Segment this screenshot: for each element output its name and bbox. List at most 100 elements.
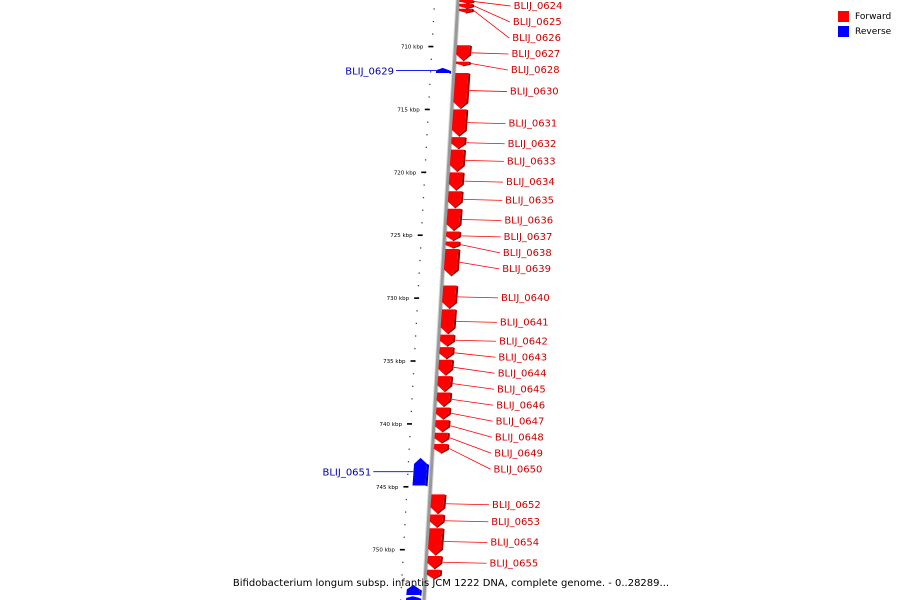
gene-shape — [459, 3, 473, 9]
gene-leader-line — [453, 366, 495, 374]
gene-label: BLIJ_0637 — [504, 232, 553, 243]
caption-text: Bifidobacterium longum subsp. infantis J… — [232, 578, 670, 589]
axis-minor-dot — [421, 222, 423, 224]
gene-shape — [435, 67, 450, 73]
gene-label: BLIJ_0655 — [489, 558, 538, 569]
gene-shape — [453, 72, 469, 109]
axis-minor-dot — [425, 146, 427, 148]
gene-forward — [438, 359, 455, 376]
gene-label: BLIJ_0642 — [499, 336, 548, 347]
axis-minor-dot — [412, 385, 414, 387]
gene-leader-line — [466, 142, 505, 145]
axis-tick-label: 725 kbp — [390, 233, 413, 239]
axis-minor-dot — [400, 586, 403, 589]
axis-minor-dot — [407, 461, 410, 463]
gene-forward — [439, 334, 456, 347]
axis-minor-dot — [432, 33, 434, 35]
gene-label: BLIJ_0654 — [490, 538, 539, 549]
gene-shape — [459, 0, 473, 4]
axis-tick-label: 750 kbp — [372, 548, 395, 554]
axis-minor-dot — [416, 310, 418, 312]
axis-tick-label: 720 kbp — [394, 170, 417, 176]
axis-minor-dot — [422, 196, 425, 199]
gene-label: BLIJ_0646 — [496, 400, 545, 411]
gene-leader-line — [456, 320, 497, 323]
gene-shape — [451, 137, 465, 149]
axis-tick-label: 715 kbp — [397, 107, 420, 113]
axis-minor-dot — [433, 8, 435, 10]
gene-leader-line — [451, 412, 493, 422]
axis-minor-dot — [402, 561, 404, 564]
gene-forward — [447, 191, 464, 209]
axis-minor-dot — [403, 536, 405, 538]
gene-shape — [406, 584, 420, 595]
gene-shape-edge — [436, 514, 446, 529]
gene-shape-edge — [442, 392, 453, 408]
gene-shape — [427, 555, 441, 569]
gene-forward — [430, 494, 447, 515]
gene-shape-edge — [448, 285, 459, 310]
gene-shape — [447, 191, 462, 208]
gene-leader-line — [474, 1, 511, 7]
axis-minor-dot — [407, 473, 409, 476]
gene-forward — [427, 555, 443, 570]
axis-minor-dot — [429, 83, 431, 86]
gene-shape — [438, 359, 453, 375]
gene-shape-edge — [462, 61, 472, 67]
axis-minor-dot — [415, 322, 417, 325]
axis-minor-dot — [418, 272, 420, 274]
axis-minor-dot — [408, 448, 410, 450]
axis-minor-dot — [432, 20, 435, 23]
gene-leader-line — [444, 520, 489, 523]
gene-label: BLIJ_0653 — [491, 517, 540, 528]
axis-minor-dot — [404, 511, 407, 513]
gene-shape — [433, 444, 448, 453]
gene-forward — [443, 249, 461, 277]
gene-shape — [455, 61, 470, 66]
gene-shape — [434, 432, 448, 443]
gene-label: BLIJ_0649 — [494, 448, 543, 459]
axis-tick-label: 735 kbp — [383, 359, 406, 365]
gene-shape-edge — [440, 444, 450, 454]
gene-label: BLIJ_0640 — [501, 293, 550, 304]
legend-item-reverse: Reverse — [838, 24, 891, 39]
gene-shape-edge — [450, 249, 461, 277]
axis-minor-dot — [414, 347, 416, 350]
axis-tick-label: 740 kbp — [380, 422, 403, 428]
legend-label-forward: Forward — [855, 11, 892, 22]
gene-labels: BLIJ_0624 BLIJ_0625 BLIJ_0626 BLIJ_0627 BLIJ… — [322, 1, 562, 569]
gene-reverse — [406, 596, 422, 600]
gene-shape-edge — [443, 376, 454, 393]
gene-shape-edge — [451, 241, 461, 249]
axis-minor-dot — [414, 335, 417, 337]
gene-shape-edge — [419, 589, 422, 596]
gene-leader-line — [445, 503, 490, 506]
gene-leader-line — [459, 261, 500, 270]
gene-forward — [437, 376, 454, 393]
gene-forward — [455, 61, 472, 67]
gene-label: BLIJ_0651 — [322, 468, 371, 479]
gene-forward — [456, 45, 472, 62]
gene-shape-edge — [465, 3, 475, 10]
gene-label: BLIJ_0630 — [510, 87, 559, 98]
gene-reverse — [406, 584, 422, 596]
gene-shape — [436, 392, 451, 407]
gene-leader-line — [457, 296, 498, 299]
gene-leader-line — [473, 5, 511, 23]
gene-leader-line — [460, 244, 500, 254]
gene-shape-edge — [452, 208, 463, 232]
gene-leader-line — [462, 219, 502, 221]
gene-forward — [453, 72, 471, 110]
gene-leader-line — [448, 448, 491, 470]
axis-minor-dot — [401, 574, 403, 576]
gene-forward — [433, 444, 450, 454]
gene-shape-edge — [452, 231, 462, 242]
axis-minor-dot — [424, 159, 427, 161]
legend-label-reverse: Reverse — [855, 26, 892, 37]
gene-shape — [458, 8, 473, 13]
gene-shape-edge — [456, 149, 467, 173]
gene-shape-edge — [446, 334, 456, 347]
gene-forward — [449, 149, 467, 173]
gene-shape — [448, 172, 463, 190]
